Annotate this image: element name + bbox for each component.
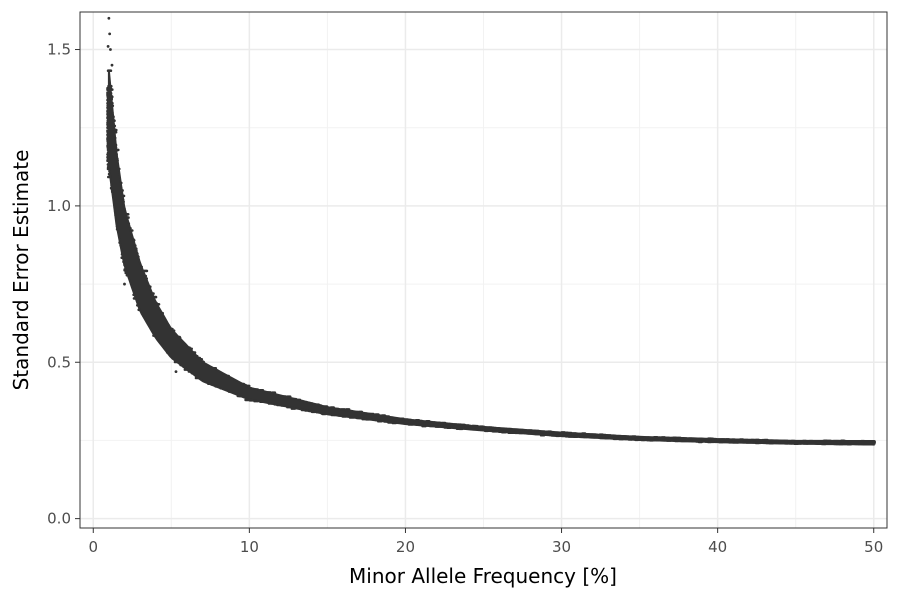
x-tick-label: 0 xyxy=(88,538,98,556)
x-tick-label: 10 xyxy=(240,538,259,556)
data-points xyxy=(106,16,876,446)
point-density-core xyxy=(107,70,875,446)
minor-gridlines xyxy=(80,12,887,528)
x-tick-label: 40 xyxy=(708,538,727,556)
y-tick-label: 0.5 xyxy=(47,353,71,371)
x-axis-ticks: 0 10 20 30 40 50 xyxy=(88,528,883,556)
outlier-point xyxy=(106,45,110,48)
y-tick-label: 1.5 xyxy=(47,41,71,59)
outlier-point xyxy=(110,63,114,67)
panel-border xyxy=(79,11,888,529)
y-tick-label: 1.0 xyxy=(47,197,71,215)
x-tick-label: 30 xyxy=(552,538,571,556)
outlier-point xyxy=(108,32,112,36)
x-tick-label: 50 xyxy=(864,538,883,556)
x-tick-label: 20 xyxy=(396,538,415,556)
x-axis-title: Minor Allele Frequency [%] xyxy=(349,564,617,588)
y-tick-label: 0.0 xyxy=(47,510,71,528)
outlier-point xyxy=(107,16,111,20)
outlier-point xyxy=(174,370,178,374)
y-axis-ticks: 0.0 0.5 1.0 1.5 xyxy=(47,41,80,528)
outlier-point xyxy=(123,282,126,286)
y-axis-title: Standard Error Estimate xyxy=(9,150,33,391)
outlier-point xyxy=(109,48,112,51)
